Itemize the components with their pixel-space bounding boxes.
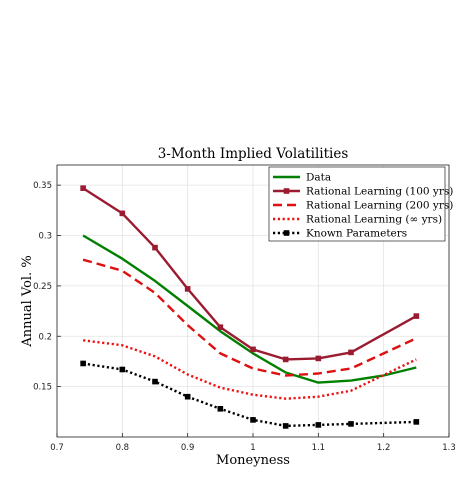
data-point-marker [217, 324, 224, 330]
chart-title: 3-Month Implied Volatilities [158, 146, 349, 162]
data-point-marker [184, 393, 191, 400]
data-point-marker [119, 210, 126, 217]
x-tick-label: 1.3 [442, 443, 456, 453]
data-point-marker [413, 419, 420, 425]
data-point-marker [282, 356, 289, 363]
x-tick-label: 1 [250, 443, 255, 453]
y-tick-label: 0.35 [33, 181, 52, 191]
data-point-marker [80, 185, 86, 191]
data-point-marker [152, 244, 158, 251]
series-layer [80, 185, 420, 429]
series-line-5 [82, 362, 417, 428]
series-line-1 [82, 234, 417, 384]
legend-label-2: Rational Learning (100 yrs) [306, 186, 453, 198]
y-tick-label: 0.2 [38, 332, 52, 342]
x-axis-label: Moneyness [216, 453, 290, 468]
data-point-marker [152, 378, 158, 385]
data-point-marker [315, 355, 322, 362]
series-line-4 [82, 339, 417, 400]
y-axis-label: Annual Vol. % [20, 255, 35, 347]
legend-label-3: Rational Learning (200 yrs) [306, 200, 453, 212]
legend-box [268, 166, 446, 242]
legend: Data Rational Learning (100 yrs) Rational … [268, 166, 453, 242]
series-line-2 [82, 187, 417, 361]
data-point-marker [348, 421, 354, 427]
data-point-marker [315, 422, 322, 428]
x-tick-label: 1.2 [377, 443, 391, 453]
x-tick-label: 0.7 [50, 443, 64, 453]
y-tick-label: 0.25 [33, 282, 52, 292]
data-point-marker [80, 360, 86, 367]
data-point-marker [348, 349, 354, 356]
data-point-marker [250, 346, 256, 353]
data-point-marker [184, 286, 191, 292]
legend-label-5: Known Parameters [306, 228, 407, 240]
legend-marker-2 [283, 188, 290, 194]
data-point-marker [413, 313, 420, 319]
x-tick-label: 0.8 [116, 443, 130, 453]
y-tick-label: 0.3 [38, 232, 52, 242]
data-point-marker [119, 366, 126, 373]
y-tick-label: 0.15 [33, 383, 52, 393]
data-point-marker [217, 405, 224, 412]
data-point-marker [282, 423, 289, 429]
legend-label-1: Data [306, 172, 331, 184]
x-tick-label: 0.9 [181, 443, 195, 453]
legend-marker-5 [283, 230, 290, 236]
legend-label-4: Rational Learning (∞ yrs) [306, 214, 442, 226]
ticks: 0.7 0.8 0.9 1 1.1 1.2 1.3 0.15 0.2 0.25 0.3 0.35 [33, 181, 456, 453]
x-tick-label: 1.1 [312, 443, 326, 453]
series-line-3 [82, 258, 417, 377]
data-point-marker [250, 417, 256, 423]
